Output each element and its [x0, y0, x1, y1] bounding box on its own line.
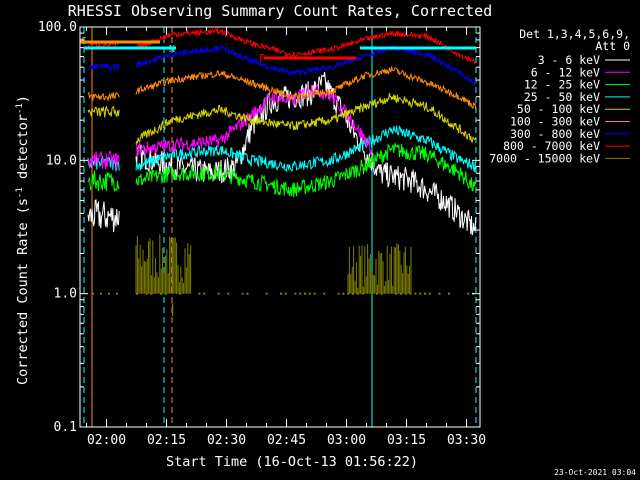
generation-timestamp: 23-Oct-2021 03:04 — [554, 468, 636, 477]
x-tick-label: 03:00 — [327, 433, 366, 448]
x-tick-label: 02:00 — [87, 433, 126, 448]
olive-dot — [323, 292, 326, 295]
olive-dot — [217, 292, 220, 295]
olive-burst-0 — [135, 234, 192, 294]
series-early-50-100-kev — [87, 105, 120, 118]
olive-dot — [284, 292, 287, 295]
x-axis-title: Start Time (16-Oct-13 01:56:22) — [166, 454, 418, 470]
series-50-100-kev — [87, 92, 477, 145]
olive-dot — [108, 292, 110, 295]
legend-label: 25 - 50 keV — [524, 90, 600, 104]
legend-header-line1: Det 1,3,4,5,6,9, — [519, 27, 630, 41]
olive-dot — [438, 292, 441, 295]
chart-title: RHESSI Observing Summary Count Rates, Co… — [68, 2, 492, 20]
y-tick-label: 100.0 — [38, 20, 77, 35]
x-tick-label: 02:30 — [207, 433, 246, 448]
y-tick-label: 10.0 — [46, 153, 77, 168]
series-main-25-50-kev — [135, 125, 477, 173]
olive-dot — [313, 292, 316, 295]
olive-dot — [92, 292, 94, 295]
x-tick-label: 02:45 — [267, 433, 306, 448]
olive-dot — [448, 292, 450, 295]
legend-label: 6 - 12 keV — [531, 65, 600, 79]
series-100-300-kev — [87, 66, 477, 110]
olive-dot — [203, 292, 206, 295]
flag-label-f: F — [259, 53, 265, 64]
flag-label-n: N — [169, 44, 175, 55]
legend-label: 12 - 25 keV — [524, 78, 600, 92]
series-7000-15000-kev — [92, 234, 474, 316]
series-main-12-25-kev — [135, 142, 477, 198]
legend-label: 300 - 800 keV — [510, 127, 600, 141]
x-tick-label: 02:15 — [147, 433, 186, 448]
y-axis-title: Corrected Count Rate (s-1 detector-1) — [15, 95, 31, 385]
series-main-100-300-kev — [135, 66, 477, 110]
olive-dot — [246, 292, 249, 295]
y-axis-title-part1: Corrected Count Rate (s — [15, 198, 31, 385]
olive-dot — [467, 292, 470, 295]
legend-header-line2: Att 0 — [595, 39, 630, 53]
y-axis-title-sup1: -1 — [15, 187, 25, 198]
plot-area: S N F — [80, 27, 477, 427]
olive-dot — [265, 292, 268, 295]
y-tick-label: 0.1 — [54, 420, 77, 435]
olive-dot — [227, 292, 230, 295]
olive-dot — [414, 292, 417, 295]
olive-dot — [419, 292, 422, 295]
olive-dot — [424, 292, 426, 295]
legend-label: 800 - 7000 keV — [503, 139, 600, 153]
series-early-100-300-kev — [87, 91, 120, 101]
olive-dot — [428, 292, 431, 295]
olive-dot — [116, 292, 118, 295]
olive-dot — [304, 292, 306, 295]
series-main-6-12-kev — [135, 83, 372, 158]
olive-dot — [179, 292, 182, 295]
legend-label: 7000 - 15000 keV — [489, 151, 600, 165]
olive-low-spike — [172, 303, 174, 316]
y-axis-title-sup2: -1 — [15, 103, 25, 114]
olive-dot — [352, 292, 354, 295]
olive-dot — [342, 292, 345, 295]
series-12-25-kev — [87, 142, 477, 198]
olive-dot — [280, 292, 282, 295]
olive-dot — [395, 292, 398, 295]
olive-dot — [361, 292, 364, 295]
x-tick-label: 03:15 — [387, 433, 426, 448]
olive-dot — [308, 292, 311, 295]
series-early-300-800-kev — [87, 62, 120, 73]
olive-burst-1 — [347, 243, 412, 294]
series-300-800-kev — [87, 44, 477, 87]
x-tick-label: 03:30 — [447, 433, 486, 448]
y-axis-title-part3: ) — [15, 95, 31, 103]
series-early-3-6-kev — [87, 199, 120, 233]
series-main-50-100-kev — [135, 92, 477, 145]
axes: 0.1 1.0 10.0 100.0 02:00 02:15 02:30 02:45 03:00… — [38, 20, 486, 448]
series-early-12-25-kev — [87, 170, 120, 192]
legend-label: 3 - 6 keV — [538, 53, 600, 67]
legend-label: 50 - 100 keV — [517, 102, 600, 116]
series-early-6-12-kev — [87, 151, 120, 170]
plot-frame — [79, 26, 481, 428]
series-main-300-800-kev — [135, 44, 477, 87]
olive-dot — [100, 292, 102, 295]
flag-label-s: S — [81, 36, 87, 47]
olive-dot — [198, 292, 201, 295]
y-tick-label: 1.0 — [54, 287, 77, 302]
olive-dot — [241, 292, 244, 295]
olive-dot — [337, 292, 340, 295]
series-6-12-kev — [87, 83, 372, 170]
y-axis-title-part2: detector — [15, 114, 31, 187]
series-main-800-7000-kev — [135, 27, 476, 65]
olive-dot — [299, 292, 302, 295]
legend-label: 100 - 300 keV — [510, 115, 600, 129]
olive-dot — [145, 292, 148, 295]
olive-dot — [294, 292, 297, 295]
